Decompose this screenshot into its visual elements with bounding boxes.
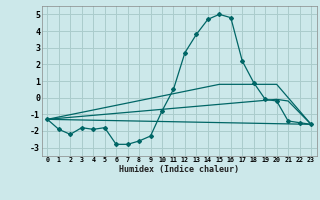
X-axis label: Humidex (Indice chaleur): Humidex (Indice chaleur)	[119, 165, 239, 174]
